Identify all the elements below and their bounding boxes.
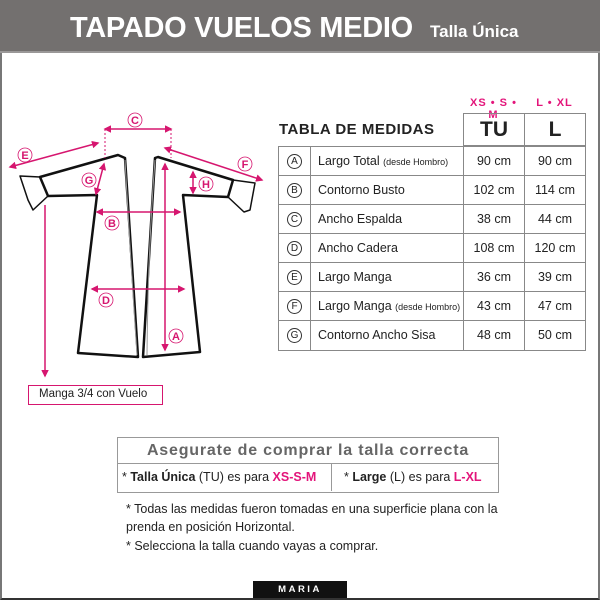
row-value-l: 90 cm xyxy=(537,154,573,168)
svg-text:A: A xyxy=(172,331,180,343)
svg-text:E: E xyxy=(21,150,28,162)
table-row: E Largo Manga 36 cm 39 cm xyxy=(279,263,585,292)
note-select-size: * Selecciona la talla cuando vayas a com… xyxy=(126,539,379,553)
row-value-l: 120 cm xyxy=(534,241,576,255)
row-value-tu: 36 cm xyxy=(464,263,525,291)
size-info-heading: Asegurate de comprar la talla correcta xyxy=(118,438,498,464)
svg-text:C: C xyxy=(131,115,139,127)
size-info-box: Asegurate de comprar la talla correcta *… xyxy=(117,437,499,493)
row-value-l: 50 cm xyxy=(537,328,573,342)
label-b: B xyxy=(104,215,120,231)
note-measurements: * Todas las medidas fueron tomadas en un… xyxy=(126,502,498,534)
brand-logo: MARIA PASKARÓ xyxy=(253,581,347,612)
svg-text:G: G xyxy=(85,175,94,187)
garment-outline xyxy=(19,153,256,359)
row-key-icon: F xyxy=(287,298,302,314)
svg-text:B: B xyxy=(108,218,116,230)
row-key-icon: D xyxy=(287,240,302,256)
row-label: Ancho Cadera xyxy=(311,234,464,262)
table-row: D Ancho Cadera 108 cm 120 cm xyxy=(279,234,585,263)
row-value-tu: 38 cm xyxy=(464,205,525,233)
label-g: G xyxy=(81,172,97,188)
svg-text:F: F xyxy=(242,159,249,171)
label-c: C xyxy=(127,112,143,128)
table-row: F Largo Manga (desde Hombro) 43 cm 47 cm xyxy=(279,292,585,321)
row-label: Largo Total (desde Hombro) xyxy=(311,147,464,175)
row-value-l: 44 cm xyxy=(537,212,573,226)
row-value-l: 47 cm xyxy=(537,299,573,313)
column-header-l: L xyxy=(524,113,586,146)
measure-labels: A B C D E F G H xyxy=(17,112,253,344)
table-row: B Contorno Busto 102 cm 114 cm xyxy=(279,176,585,205)
row-value-tu: 90 cm xyxy=(464,147,525,175)
measure-lines xyxy=(8,125,264,378)
header-bar: TAPADO VUELOS MEDIO Talla Única xyxy=(0,0,600,53)
label-a: A xyxy=(168,328,184,344)
table-row: G Contorno Ancho Sisa 48 cm 50 cm xyxy=(279,321,585,350)
row-value-tu: 48 cm xyxy=(464,321,525,350)
garment-diagram: A B C D E F G H xyxy=(8,112,264,378)
product-title: TAPADO VUELOS MEDIO xyxy=(70,12,413,44)
label-h: H xyxy=(198,176,214,192)
label-e: E xyxy=(17,147,33,163)
row-value-tu: 108 cm xyxy=(464,234,525,262)
table-title: TABLA DE MEDIDAS xyxy=(279,121,435,138)
table-row: C Ancho Espalda 38 cm 44 cm xyxy=(279,205,585,234)
page-frame xyxy=(0,0,600,600)
svg-text:D: D xyxy=(102,295,110,307)
label-d: D xyxy=(98,292,114,308)
row-label: Contorno Busto xyxy=(311,176,464,204)
sleeve-note: Manga 3/4 con Vuelo xyxy=(28,385,163,405)
row-label: Largo Manga (desde Hombro) xyxy=(311,292,464,320)
svg-text:H: H xyxy=(202,179,210,191)
size-range-l: L • XL xyxy=(536,97,573,109)
row-value-l: 39 cm xyxy=(537,270,573,284)
row-key-icon: C xyxy=(287,211,302,227)
size-range-tu: XS • S • M xyxy=(470,97,517,121)
table-row: A Largo Total (desde Hombro) 90 cm 90 cm xyxy=(279,147,585,176)
row-label: Ancho Espalda xyxy=(311,205,464,233)
measurements-table: A Largo Total (desde Hombro) 90 cm 90 cm… xyxy=(278,146,586,351)
column-header-tu: TU xyxy=(463,113,525,146)
row-label: Contorno Ancho Sisa xyxy=(311,321,464,350)
row-key-icon: G xyxy=(287,328,302,343)
size-info-tu: * Talla Única (TU) es para XS-S-M xyxy=(118,464,332,491)
label-f: F xyxy=(237,156,253,172)
product-subtitle: Talla Única xyxy=(430,22,519,41)
row-key-icon: A xyxy=(287,153,302,169)
row-value-tu: 43 cm xyxy=(464,292,525,320)
row-value-tu: 102 cm xyxy=(464,176,525,204)
row-value-l: 114 cm xyxy=(534,183,576,197)
size-info-l: * Large (L) es para L-XL xyxy=(344,470,482,484)
row-label: Largo Manga xyxy=(311,263,464,291)
row-key-icon: E xyxy=(287,269,302,285)
row-key-icon: B xyxy=(287,182,302,198)
